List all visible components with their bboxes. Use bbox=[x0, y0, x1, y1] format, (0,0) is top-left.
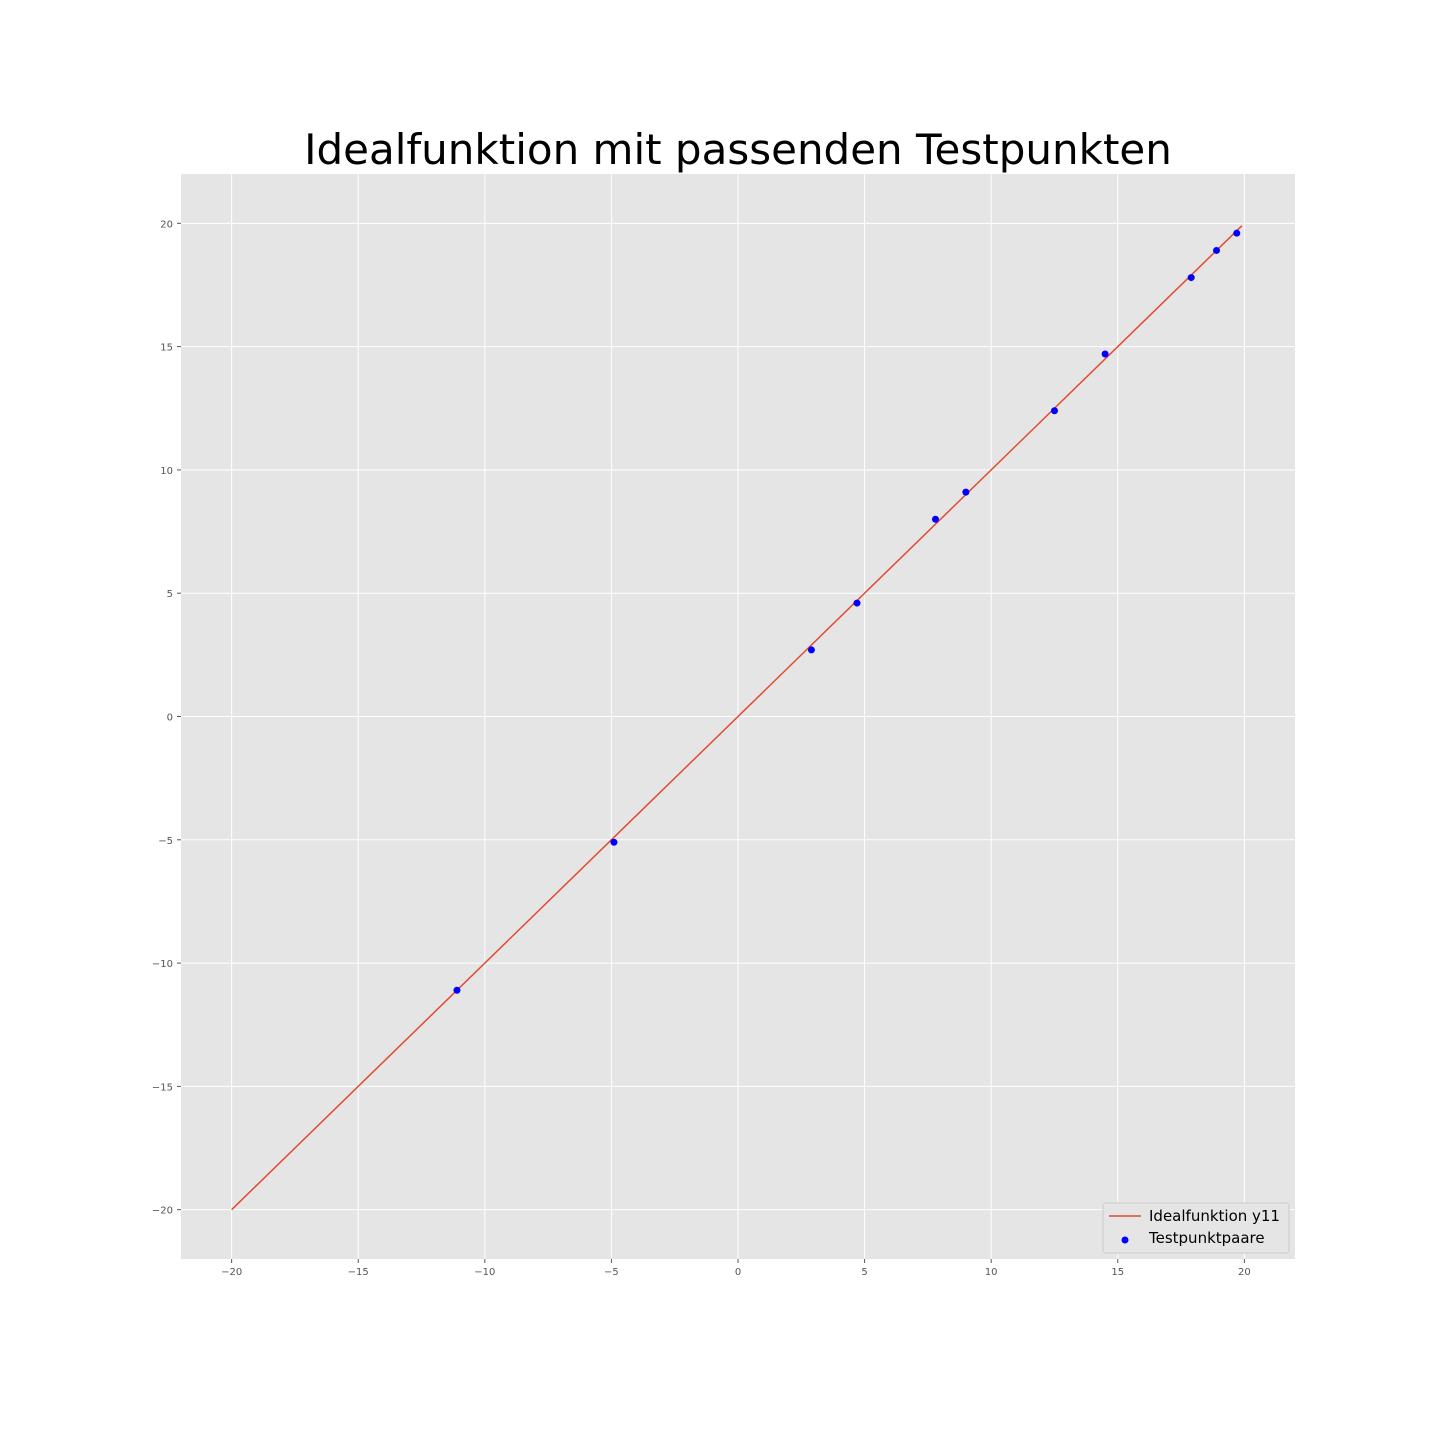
test-point bbox=[962, 488, 970, 496]
chart-title: Idealfunktion mit passenden Testpunkten bbox=[304, 125, 1172, 174]
legend: Idealfunktion y11 Testpunktpaare bbox=[1102, 1202, 1290, 1254]
test-point bbox=[453, 986, 461, 994]
legend-label: Testpunktpaare bbox=[1148, 1229, 1265, 1247]
y-tick-label: −15 bbox=[152, 1082, 173, 1093]
x-tick-label: 15 bbox=[1111, 1267, 1124, 1278]
test-point bbox=[610, 838, 618, 846]
x-tick-label: 5 bbox=[861, 1267, 867, 1278]
y-tick-label: −20 bbox=[152, 1206, 173, 1217]
x-tick-label: −10 bbox=[474, 1267, 495, 1278]
test-point bbox=[807, 646, 815, 654]
test-point bbox=[1213, 246, 1221, 254]
test-point bbox=[931, 515, 939, 523]
legend-label: Idealfunktion y11 bbox=[1149, 1207, 1280, 1225]
x-tick-label: −5 bbox=[604, 1267, 619, 1278]
y-tick-label: −10 bbox=[152, 959, 173, 970]
test-point bbox=[1050, 407, 1058, 415]
x-tick-label: 0 bbox=[735, 1267, 741, 1278]
test-point bbox=[1101, 350, 1109, 358]
axis-ticks: −20 −15 −10 −5 0 5 10 15 20 −20 −15 −10 −5 0 5 10 15 20 bbox=[152, 219, 1251, 1278]
x-tick-label: −15 bbox=[348, 1267, 369, 1278]
x-tick-label: 10 bbox=[985, 1267, 998, 1278]
test-point bbox=[1233, 229, 1241, 237]
x-tick-label: 20 bbox=[1238, 1267, 1251, 1278]
series-layer bbox=[231, 225, 1243, 1211]
y-tick-label: 20 bbox=[160, 219, 173, 230]
y-tick-label: 10 bbox=[160, 466, 173, 477]
ideal-function-line bbox=[231, 225, 1243, 1211]
test-point bbox=[853, 599, 861, 607]
y-tick-label: −5 bbox=[158, 836, 173, 847]
test-point bbox=[1187, 274, 1195, 282]
x-tick-label: −20 bbox=[221, 1267, 242, 1278]
legend-box bbox=[1102, 1202, 1290, 1254]
legend-point-swatch bbox=[1121, 1236, 1129, 1244]
grid-lines bbox=[181, 174, 1295, 1259]
y-tick-label: 5 bbox=[167, 589, 173, 600]
y-tick-label: 0 bbox=[167, 713, 173, 724]
y-tick-label: 15 bbox=[160, 343, 173, 354]
